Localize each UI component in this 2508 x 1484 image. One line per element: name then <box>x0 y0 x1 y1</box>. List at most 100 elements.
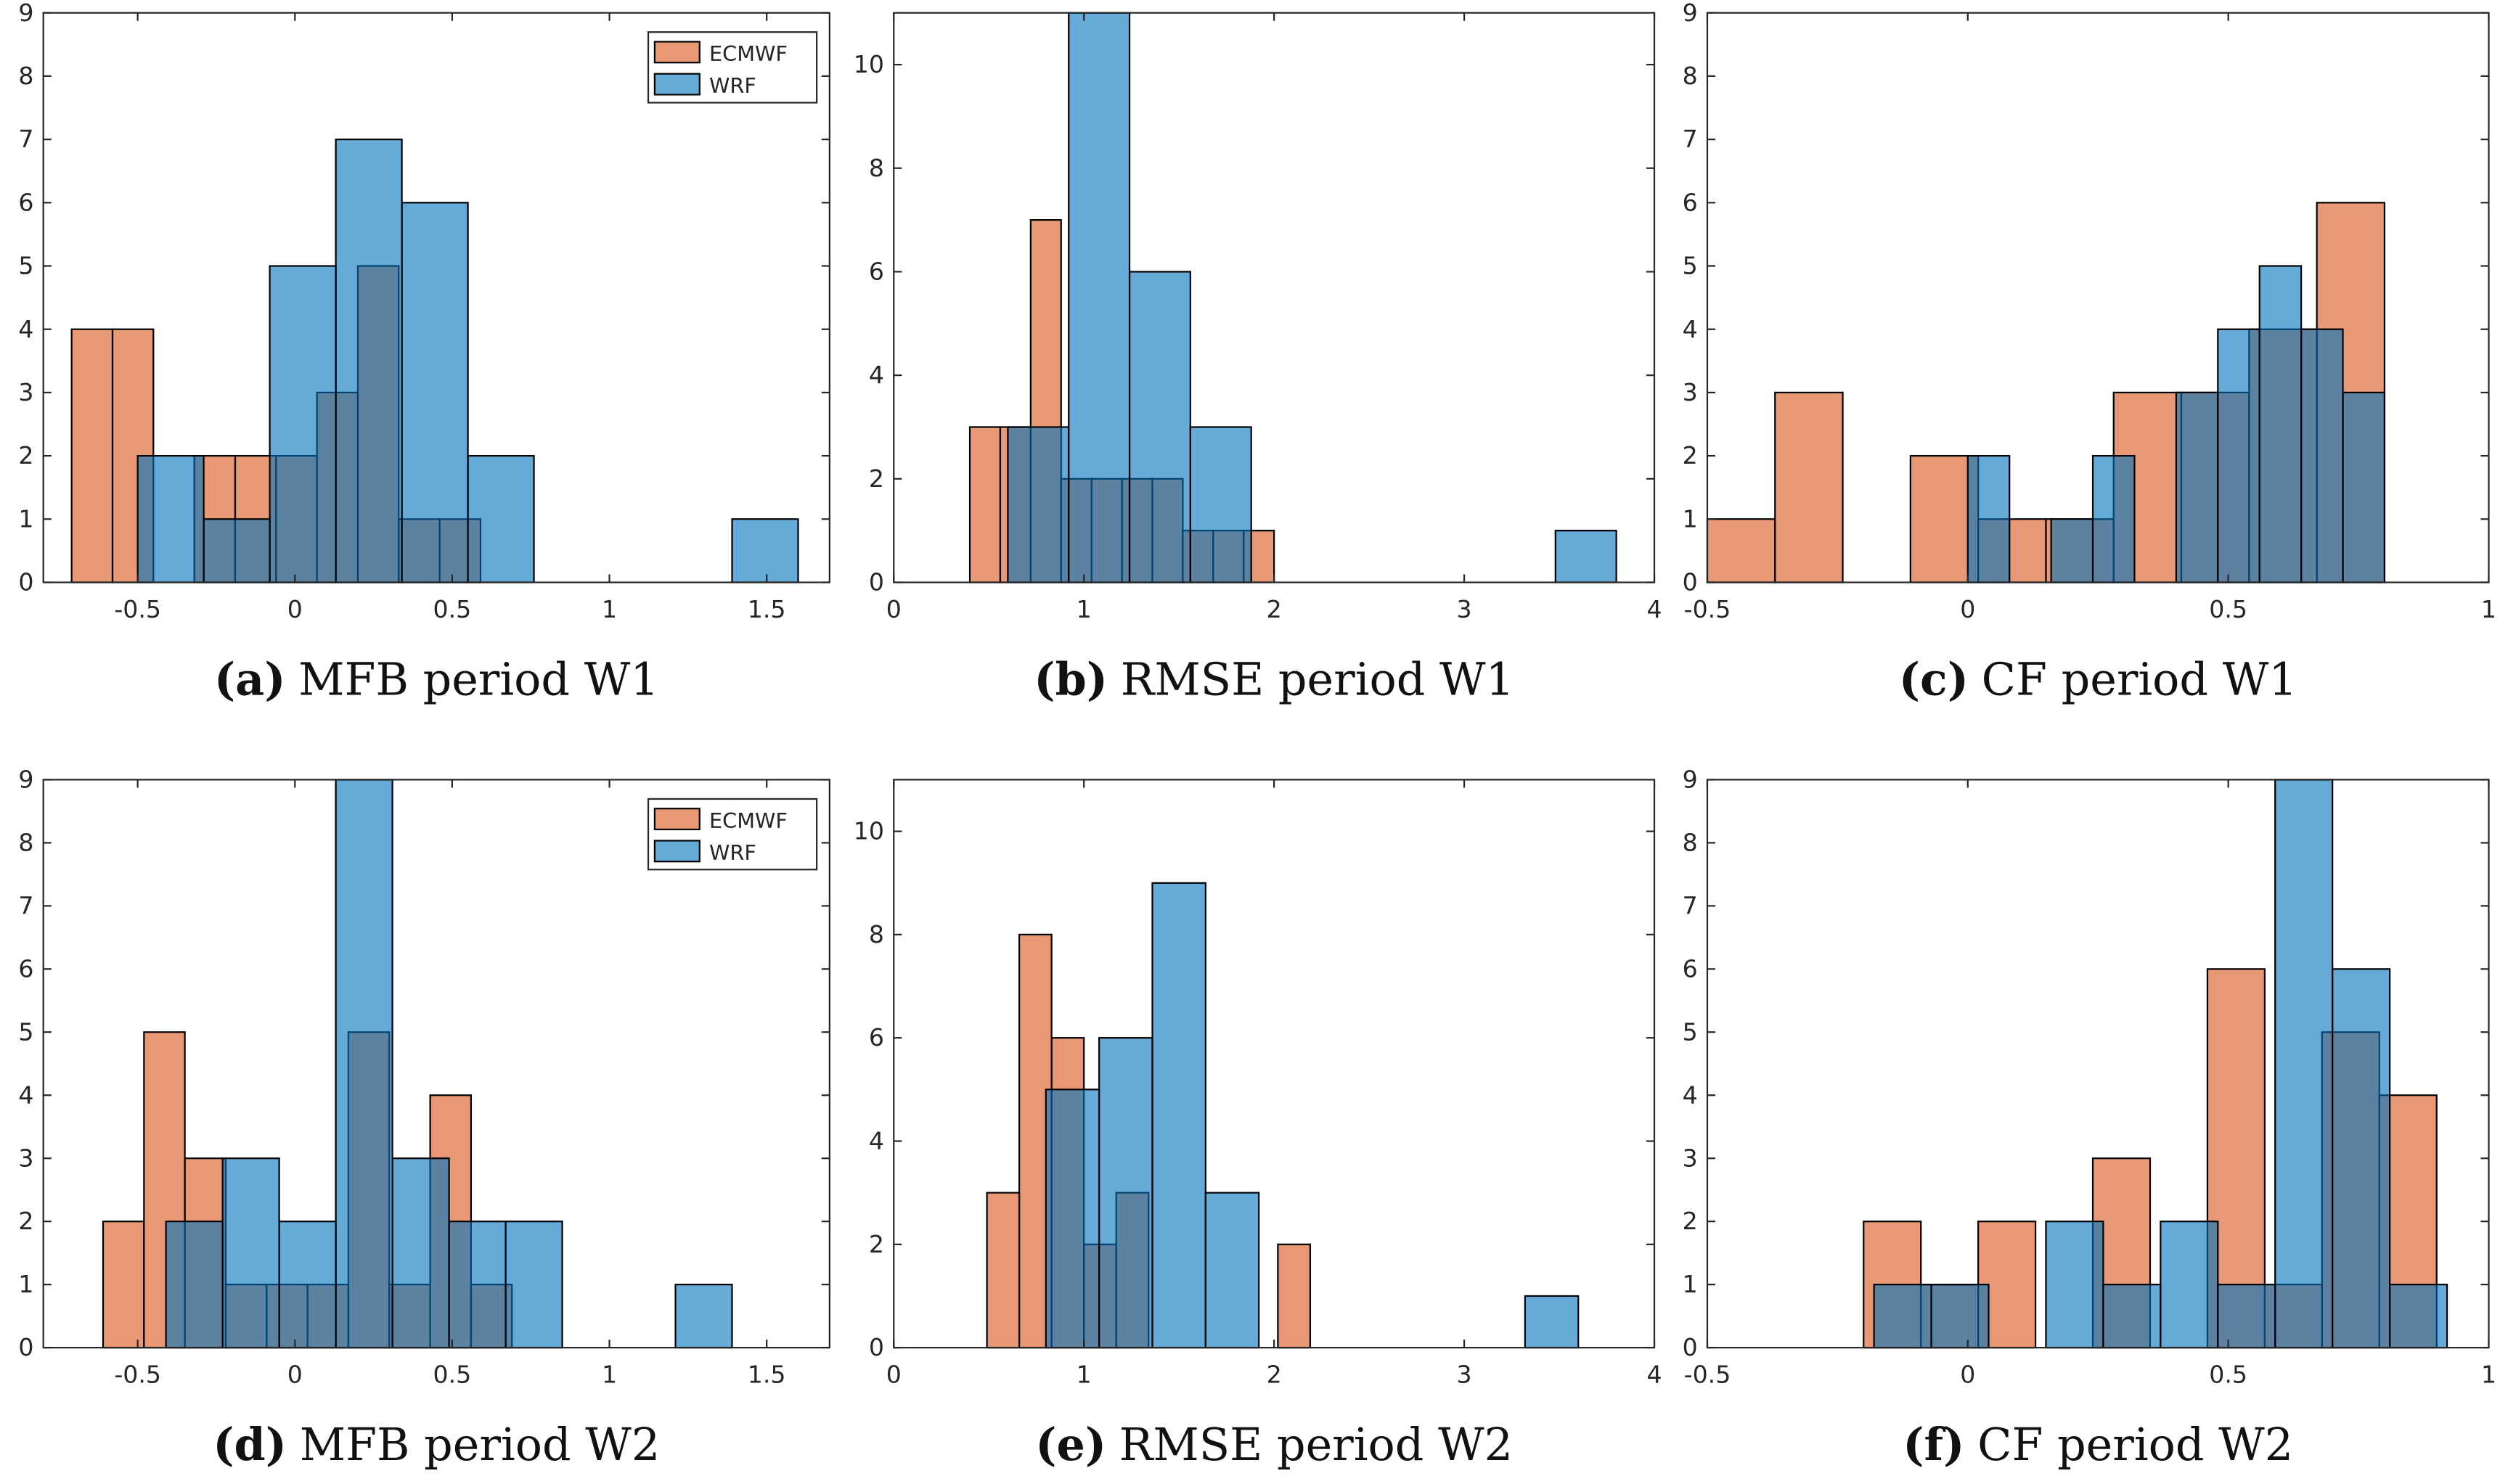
histogram-bar <box>2217 328 2260 583</box>
histogram-bar <box>2102 1284 2162 1349</box>
y-tick-label: 0 <box>18 568 33 597</box>
y-tick-label: 0 <box>1683 568 1698 597</box>
y-tick-label: 7 <box>1683 125 1698 153</box>
y-tick-label: 6 <box>18 188 33 216</box>
caption-label: (d) <box>213 1418 287 1471</box>
histogram-bar <box>2091 455 2136 583</box>
y-tick-label: 4 <box>1683 1081 1698 1109</box>
y-tick-label: 9 <box>1683 766 1698 794</box>
histogram-bar <box>505 1221 563 1349</box>
histogram-bar <box>401 202 469 583</box>
histogram-bar <box>448 1221 507 1349</box>
histogram-bar <box>1068 12 1131 583</box>
y-tick-label: 0 <box>18 1333 33 1361</box>
y-tick-label: 3 <box>18 1144 33 1172</box>
histogram-bar <box>2332 968 2391 1349</box>
histogram-bar <box>2274 779 2334 1349</box>
x-tick-label: 3 <box>1457 1361 1472 1389</box>
legend-label: WRF <box>709 73 756 98</box>
caption-label: (c) <box>1899 652 1969 705</box>
y-tick-label: 6 <box>18 954 33 983</box>
y-tick-label: 7 <box>18 125 33 153</box>
y-tick-label: 1 <box>18 504 33 533</box>
legend-swatch <box>653 840 700 863</box>
legend-swatch <box>653 41 700 64</box>
legend-label: ECMWF <box>709 808 788 833</box>
x-tick-label: 1 <box>1077 1361 1092 1389</box>
histogram-bar <box>1706 518 1776 583</box>
y-tick-label: 6 <box>869 257 884 285</box>
histogram-bar <box>2342 391 2386 583</box>
x-tick-label: 0 <box>287 1361 303 1389</box>
y-tick-label: 1 <box>18 1270 33 1298</box>
y-tick-label: 0 <box>869 1333 884 1361</box>
x-tick-label: 1 <box>602 1361 617 1389</box>
y-tick-label: 9 <box>18 766 33 794</box>
histogram-bar <box>1554 530 1617 583</box>
legend-swatch <box>653 808 700 831</box>
x-tick-label: 2 <box>1267 1361 1282 1389</box>
y-tick-label: 2 <box>1683 441 1698 470</box>
histogram-bar <box>1966 455 2011 583</box>
histogram-bar <box>1007 426 1070 583</box>
histogram-bar <box>1189 426 1252 583</box>
histogram-bar <box>1204 1192 1260 1349</box>
x-tick-label: 1 <box>2481 1361 2496 1389</box>
caption-text: CF period W2 <box>1977 1419 2293 1471</box>
y-tick-label: 8 <box>18 828 33 856</box>
y-tick-label: 4 <box>18 1081 33 1109</box>
histogram-bar <box>1128 271 1191 583</box>
histogram-bar <box>2389 1284 2448 1349</box>
histogram-bar <box>136 455 205 583</box>
histogram-bar <box>278 1221 337 1349</box>
x-tick-label: 4 <box>1646 1361 1662 1389</box>
x-tick-label: 0 <box>886 595 902 623</box>
caption: (f) CF period W2 <box>1903 1418 2293 1471</box>
histogram-bar <box>1930 1284 1990 1349</box>
x-tick-label: 1.5 <box>748 1361 786 1389</box>
x-tick-label: 1 <box>602 595 617 623</box>
histogram-bar <box>269 265 337 583</box>
histogram-bar <box>2258 265 2303 583</box>
x-tick-label: 0.5 <box>2209 1361 2247 1389</box>
histogram-bar <box>2045 1221 2104 1349</box>
histogram-bar <box>391 1157 450 1349</box>
histogram-bar <box>1873 1284 1932 1349</box>
histogram-bar <box>731 518 799 583</box>
y-tick-label: 2 <box>18 1207 33 1235</box>
legend-label: ECMWF <box>709 41 788 66</box>
caption-label: (e) <box>1035 1418 1106 1471</box>
histogram-bar <box>2217 1284 2276 1349</box>
y-tick-label: 6 <box>1683 954 1698 983</box>
axes-box <box>42 779 830 1349</box>
y-tick-label: 7 <box>1683 891 1698 919</box>
histogram-bar <box>1045 1089 1100 1349</box>
histogram-bar <box>2160 1221 2219 1349</box>
histogram-bar <box>2050 518 2094 583</box>
y-tick-label: 8 <box>869 154 884 182</box>
histogram-bar <box>221 1157 280 1349</box>
histogram-bar <box>986 1192 1021 1349</box>
histogram-bar <box>674 1284 733 1349</box>
caption: (e) RMSE period W2 <box>1035 1418 1513 1471</box>
x-tick-label: -0.5 <box>1684 1361 1731 1389</box>
histogram-bar <box>1277 1243 1312 1349</box>
x-tick-label: 0.5 <box>433 595 472 623</box>
caption: (a) MFB period W1 <box>214 652 659 705</box>
histogram-bar <box>203 518 271 583</box>
y-tick-label: 2 <box>869 1230 884 1258</box>
caption-label: (f) <box>1903 1418 1964 1471</box>
x-tick-label: 3 <box>1457 595 1472 623</box>
histogram-bar <box>1151 882 1206 1349</box>
x-tick-label: 1 <box>1077 595 1092 623</box>
caption-text: RMSE period W2 <box>1119 1419 1513 1471</box>
x-tick-label: 1.5 <box>748 595 786 623</box>
x-tick-label: 0 <box>1960 595 1975 623</box>
histogram-bar <box>335 779 393 1349</box>
x-tick-label: -0.5 <box>114 1361 161 1389</box>
x-tick-label: 2 <box>1267 595 1282 623</box>
caption-text: CF period W1 <box>1982 653 2297 705</box>
y-tick-label: 5 <box>1683 252 1698 280</box>
